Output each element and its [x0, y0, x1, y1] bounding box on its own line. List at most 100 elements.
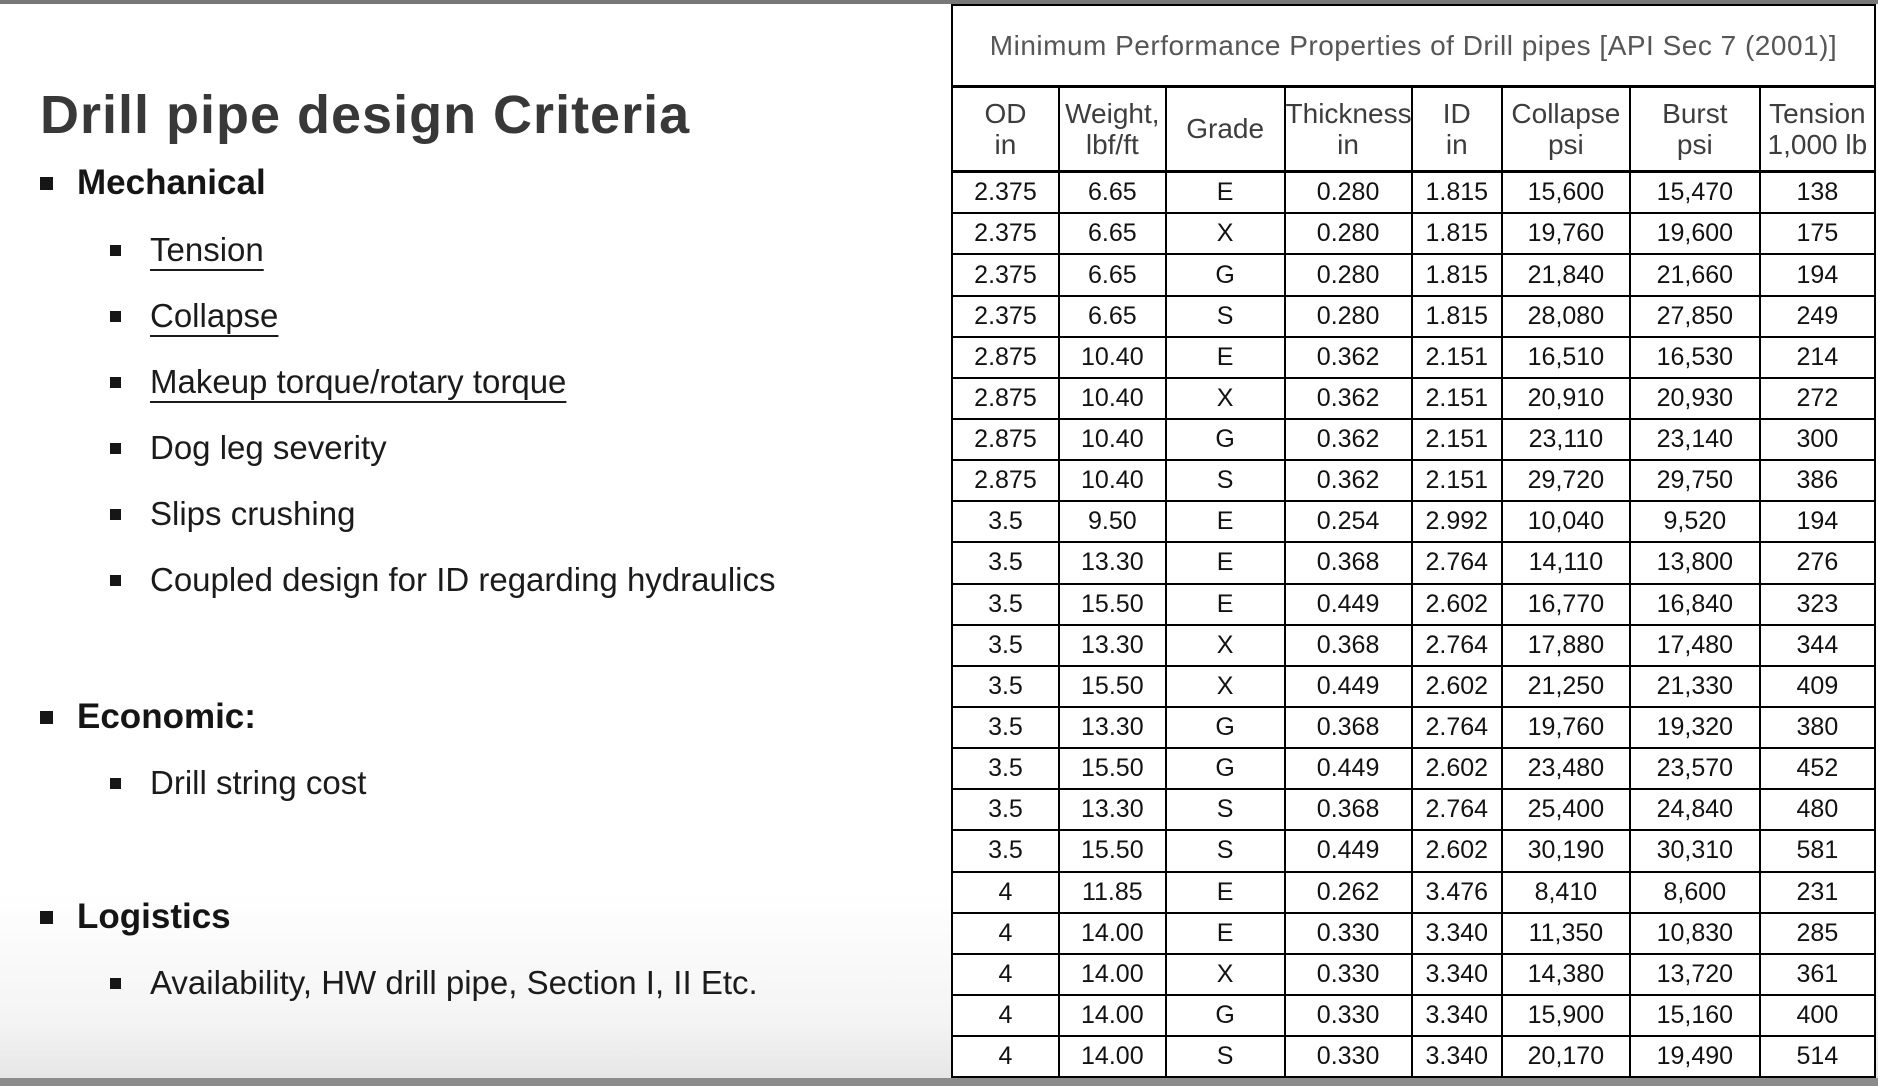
table-cell: 2.764: [1410, 705, 1503, 750]
drill-pipe-table-panel: Minimum Performance Properties of Drill …: [951, 4, 1876, 1078]
table-cell: 15.50: [1057, 664, 1167, 708]
table-cell: 10.40: [1057, 417, 1167, 462]
bullet-item: Tension: [0, 226, 950, 274]
table-cell: 19,760: [1500, 705, 1631, 750]
window-bottom-edge: [0, 1078, 1878, 1086]
square-bullet-icon: [110, 977, 121, 989]
table-cell: 13.30: [1057, 788, 1167, 832]
table-cell: 276: [1758, 541, 1874, 585]
table-cell: 19,490: [1628, 1035, 1761, 1076]
table-cell: 3.5: [953, 829, 1060, 873]
table-cell: 19,760: [1500, 212, 1631, 256]
table-cell: 30,190: [1500, 829, 1631, 873]
table-row: 4 14.00 E 0.330 3.340 11,350 10,830 285: [953, 911, 1874, 955]
table-row: 3.5 15.50 E 0.449 2.602 16,770 16,840 323: [953, 582, 1874, 626]
table-cell: 21,660: [1628, 253, 1761, 297]
table-cell: 13.30: [1057, 623, 1167, 667]
bullet-item: Slips crushing: [0, 490, 950, 538]
table-cell: 8,410: [1500, 870, 1631, 914]
table-cell: 2.602: [1410, 582, 1503, 626]
table-cell: 175: [1758, 212, 1874, 256]
table-cell: S: [1164, 788, 1286, 832]
bullet-item: Makeup torque/rotary torque: [0, 358, 950, 406]
table-cell: 14.00: [1057, 952, 1167, 996]
table-cell: X: [1164, 664, 1286, 708]
table-cell: 4: [953, 1035, 1060, 1076]
table-cell: 0.330: [1283, 1035, 1413, 1076]
bullet-text: Mechanical: [77, 163, 266, 202]
column-header: Tension 1,000 lb: [1758, 88, 1874, 173]
table-cell: 0.368: [1283, 705, 1413, 750]
table-cell: X: [1164, 952, 1286, 996]
table-cell: 0.368: [1283, 788, 1413, 832]
table-cell: 17,880: [1500, 623, 1631, 667]
bullet-text: Collapse: [150, 297, 279, 334]
table-cell: 21,250: [1500, 664, 1631, 708]
table-cell: 480: [1758, 788, 1874, 832]
table-cell: X: [1164, 376, 1286, 421]
table-cell: 2.875: [953, 417, 1060, 462]
table-cell: 28,080: [1500, 294, 1631, 338]
bullet-text: Logistics: [77, 897, 231, 936]
table-cell: 2.151: [1410, 376, 1503, 421]
table-cell: S: [1164, 294, 1286, 338]
table-cell: 3.340: [1410, 1035, 1503, 1076]
table-cell: 214: [1758, 335, 1874, 379]
table-cell: 0.362: [1283, 459, 1413, 503]
table-cell: 9.50: [1057, 500, 1167, 544]
table-cell: 2.375: [953, 294, 1060, 338]
square-bullet-icon: [110, 376, 121, 388]
table-cell: 20,930: [1628, 376, 1761, 421]
table-row: 2.375 6.65 E 0.280 1.815 15,600 15,470 138: [953, 170, 1874, 215]
table-cell: 3.5: [953, 541, 1060, 585]
column-header: ID in: [1410, 88, 1503, 173]
table-cell: 23,480: [1500, 747, 1631, 791]
table-row: 2.875 10.40 X 0.362 2.151 20,910 20,930 272: [953, 376, 1874, 421]
table-cell: 2.764: [1410, 788, 1503, 832]
performance-table: OD in Weight, lbf/ft Grade Thickness in ID in Col…: [953, 88, 1874, 1076]
table-row: 4 14.00 G 0.330 3.340 15,900 15,160 400: [953, 993, 1874, 1038]
table-cell: 23,140: [1628, 417, 1761, 462]
table-cell: 0.262: [1283, 870, 1413, 914]
table-cell: 0.280: [1283, 170, 1413, 215]
table-cell: 0.280: [1283, 253, 1413, 297]
bullet-item: Availability, HW drill pipe, Section I, …: [0, 959, 950, 1007]
table-cell: 0.449: [1283, 747, 1413, 791]
table-row: 2.875 10.40 G 0.362 2.151 23,110 23,140 300: [953, 417, 1874, 462]
table-cell: 581: [1758, 829, 1874, 873]
table-row: 4 14.00 X 0.330 3.340 14,380 13,720 361: [953, 952, 1874, 996]
table-cell: 3.340: [1410, 993, 1503, 1038]
table-row: 2.375 6.65 X 0.280 1.815 19,760 19,600 175: [953, 212, 1874, 256]
bullet-item: Collapse: [0, 292, 950, 340]
square-bullet-icon: [40, 910, 53, 924]
square-bullet-icon: [110, 442, 121, 454]
table-cell: 1.815: [1410, 212, 1503, 256]
table-cell: X: [1164, 623, 1286, 667]
table-cell: 361: [1758, 952, 1874, 996]
table-cell: 2.375: [953, 253, 1060, 297]
table-cell: 15,900: [1500, 993, 1631, 1038]
table-cell: 3.340: [1410, 952, 1503, 996]
table-cell: 16,840: [1628, 582, 1761, 626]
table-cell: 0.254: [1283, 500, 1413, 544]
bullet-text: Coupled design for ID regarding hydrauli…: [150, 561, 776, 598]
table-cell: 386: [1758, 459, 1874, 503]
square-bullet-icon: [110, 508, 121, 520]
table-cell: X: [1164, 212, 1286, 256]
bullet-text: Makeup torque/rotary torque: [150, 363, 567, 400]
table-cell: 0.368: [1283, 623, 1413, 667]
table-cell: 10.40: [1057, 335, 1167, 379]
table-cell: 0.280: [1283, 294, 1413, 338]
table-cell: 3.5: [953, 582, 1060, 626]
table-cell: 3.5: [953, 623, 1060, 667]
table-cell: 30,310: [1628, 829, 1761, 873]
table-row: 2.375 6.65 G 0.280 1.815 21,840 21,660 194: [953, 253, 1874, 297]
table-cell: 15,160: [1628, 993, 1761, 1038]
table-cell: 514: [1758, 1035, 1874, 1076]
table-cell: 3.340: [1410, 911, 1503, 955]
table-cell: 10.40: [1057, 376, 1167, 421]
slide-title: Drill pipe design Criteria: [40, 85, 691, 146]
table-cell: 29,720: [1500, 459, 1631, 503]
table-cell: 4: [953, 993, 1060, 1038]
table-cell: 138: [1758, 170, 1874, 215]
